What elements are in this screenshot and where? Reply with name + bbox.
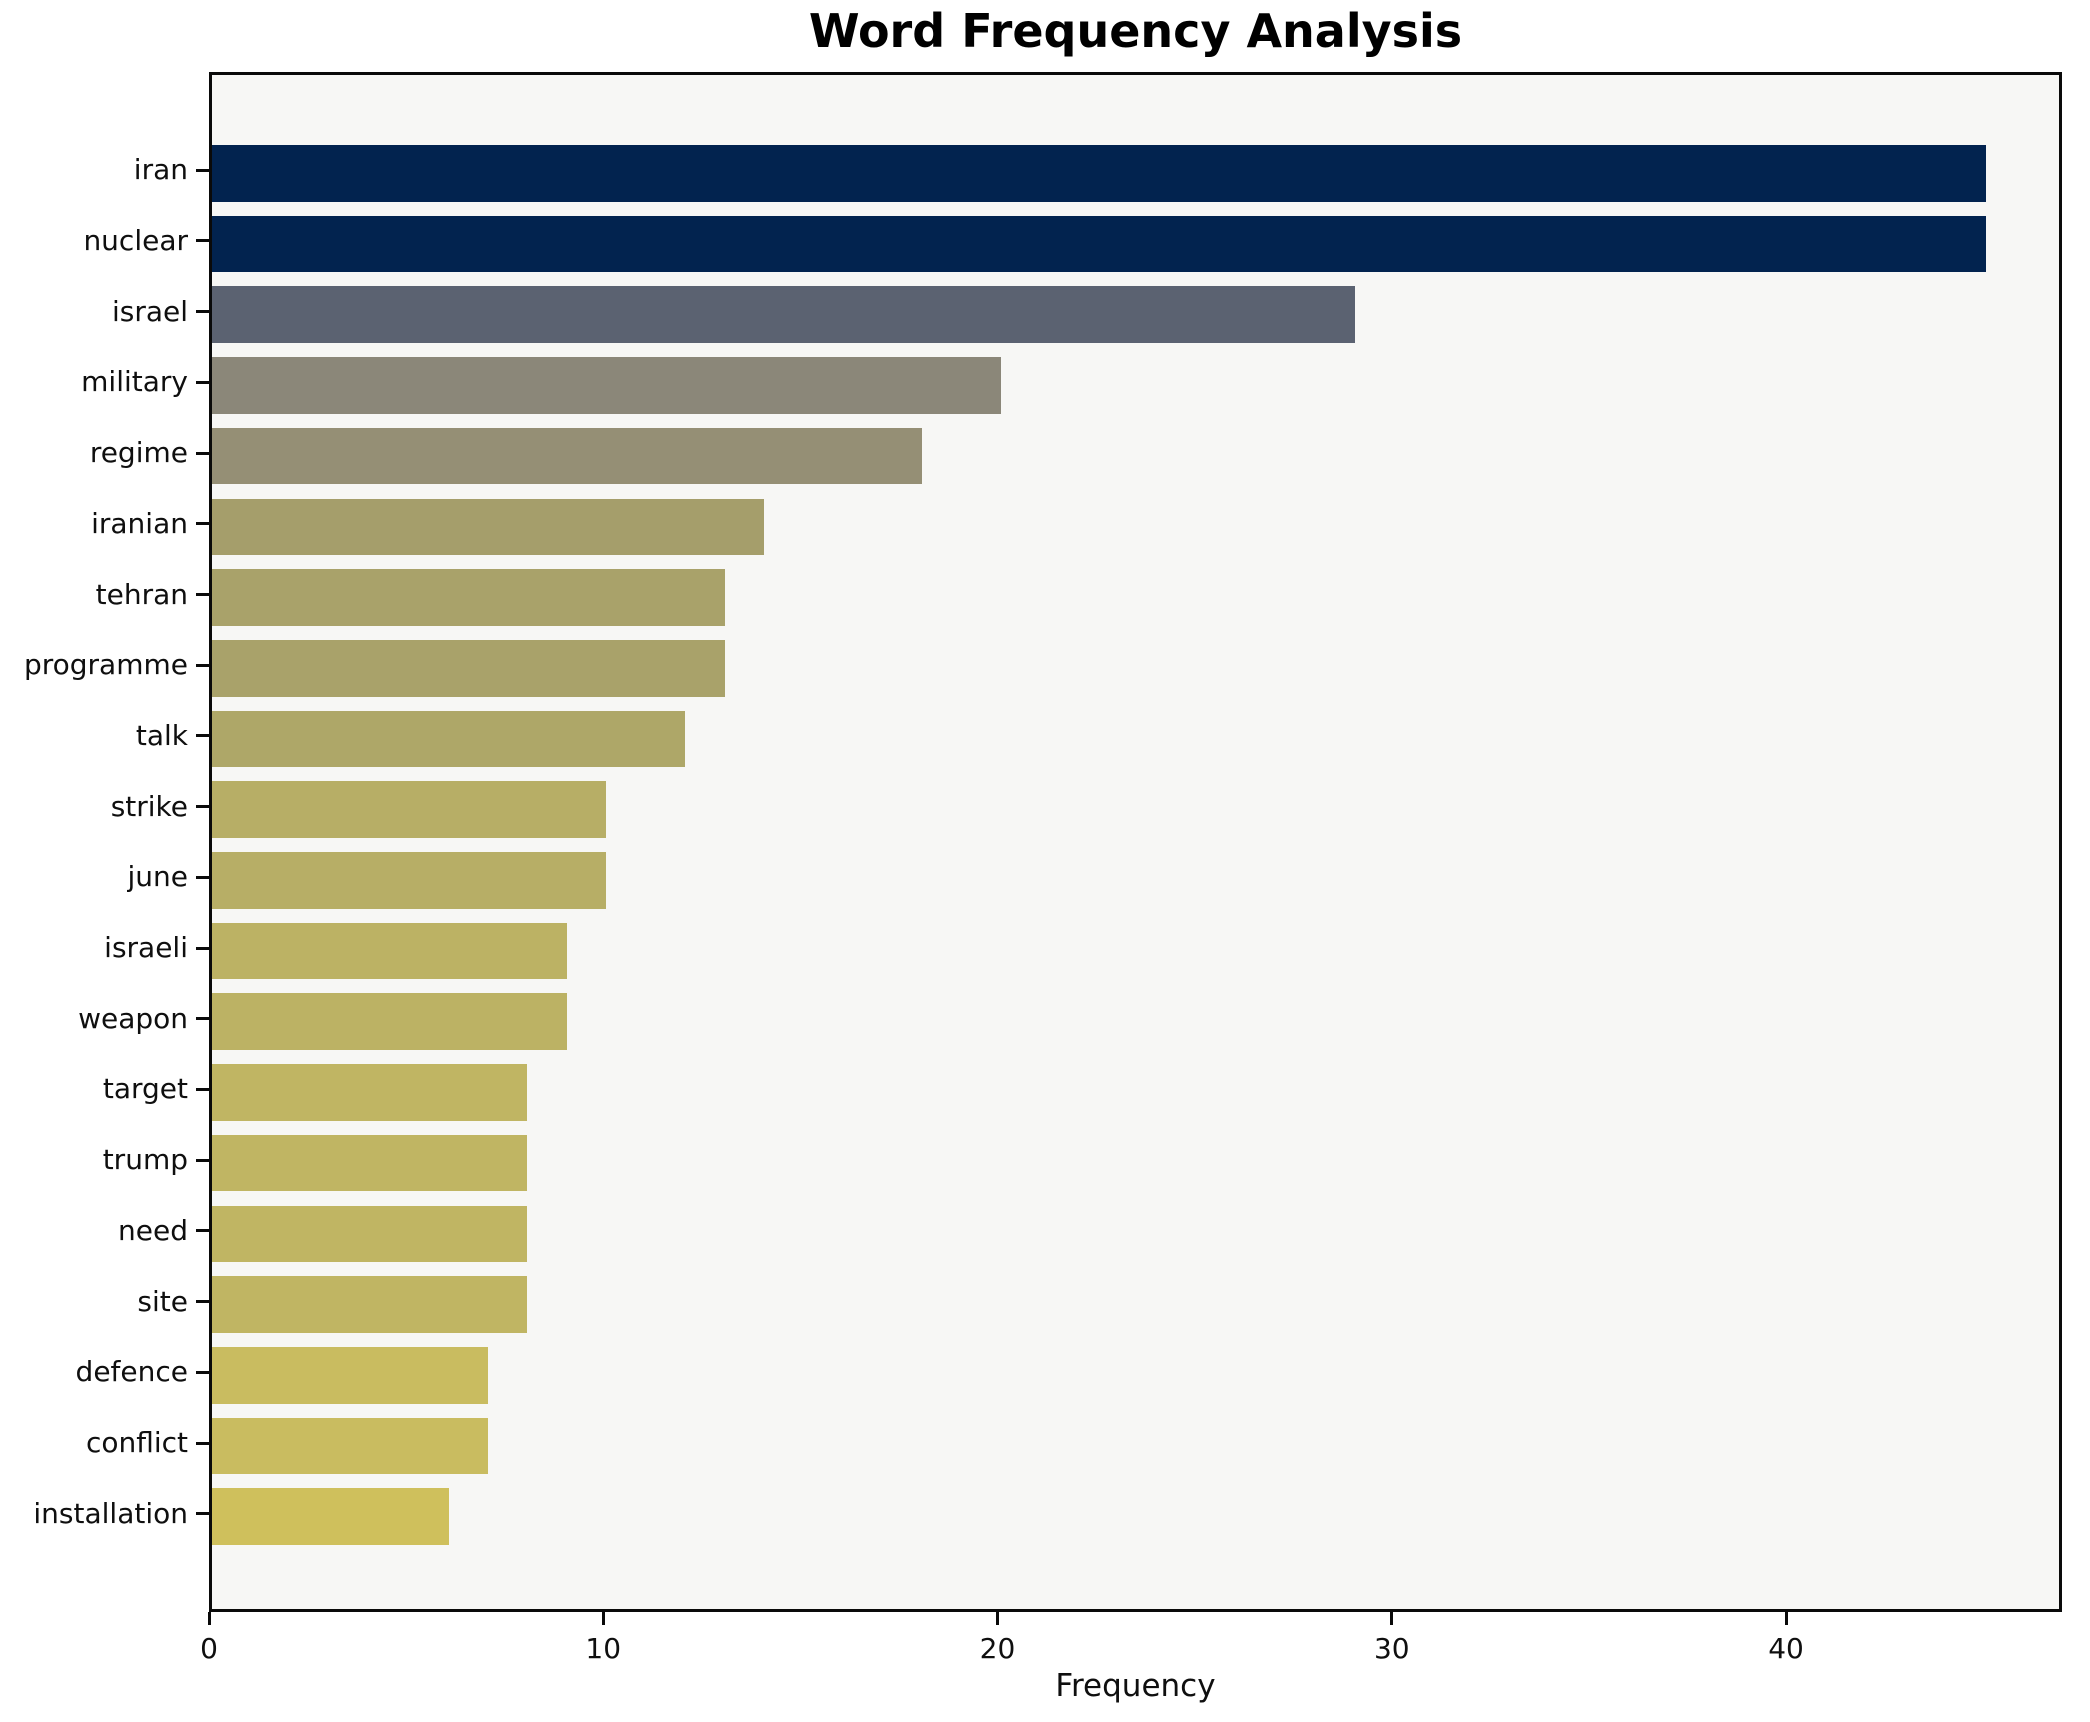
bar-israeli — [212, 922, 567, 980]
y-tick-label: programme — [23, 648, 188, 682]
y-tick-label: trump — [102, 1143, 188, 1177]
y-tick-mark — [196, 1370, 209, 1374]
bar-trump — [212, 1134, 528, 1192]
bar-weapon — [212, 993, 567, 1051]
x-tick-mark — [996, 1612, 999, 1625]
x-axis-label: Frequency — [1055, 1668, 1216, 1704]
bar-june — [212, 852, 607, 909]
y-tick-mark — [196, 805, 209, 809]
bar-iran — [212, 145, 1987, 202]
x-tick-label: 40 — [1768, 1632, 1804, 1665]
y-tick-mark — [196, 1441, 209, 1445]
y-tick-mark — [196, 1229, 209, 1233]
bar-talk — [212, 710, 686, 768]
y-tick-label: israel — [111, 294, 188, 328]
y-tick-mark — [196, 239, 209, 243]
bar-programme — [212, 639, 725, 697]
x-tick-mark — [1390, 1612, 1394, 1625]
bar-nuclear — [212, 215, 1987, 273]
bar-target — [212, 1064, 528, 1121]
y-tick-mark — [196, 593, 209, 597]
y-tick-label: military — [81, 365, 188, 399]
x-tick-label: 30 — [1373, 1632, 1410, 1665]
y-tick-label: israeli — [104, 931, 188, 965]
chart-title: Word Frequency Analysis — [808, 4, 1463, 58]
y-tick-label: iranian — [91, 506, 188, 540]
bar-defence — [212, 1347, 488, 1404]
y-tick-label: tehran — [95, 577, 188, 611]
bar-need — [212, 1205, 528, 1263]
bar-israel — [212, 286, 1356, 343]
y-tick-mark — [196, 946, 209, 950]
bar-iranian — [212, 498, 764, 556]
y-tick-label: talk — [135, 718, 188, 752]
y-tick-mark — [196, 663, 209, 667]
y-tick-label: nuclear — [83, 223, 188, 257]
y-tick-mark — [196, 875, 209, 879]
y-tick-label: installation — [33, 1496, 188, 1530]
y-tick-mark — [196, 1087, 209, 1091]
bar-site — [212, 1276, 528, 1333]
x-tick-mark — [207, 1612, 211, 1625]
bar-installation — [212, 1488, 449, 1545]
y-tick-label: site — [137, 1284, 188, 1318]
y-tick-label: conflict — [85, 1426, 188, 1459]
y-tick-mark — [196, 451, 209, 455]
y-tick-mark — [196, 1300, 209, 1304]
y-tick-mark — [196, 1017, 209, 1021]
x-tick-label: 0 — [200, 1632, 218, 1665]
y-tick-mark — [196, 1158, 209, 1162]
x-tick-mark — [1784, 1612, 1788, 1625]
x-tick-label: 10 — [585, 1632, 622, 1665]
x-tick-label: 20 — [979, 1632, 1016, 1665]
bar-regime — [212, 427, 922, 485]
plot-area — [209, 72, 2062, 1612]
y-tick-label: strike — [110, 789, 188, 823]
y-tick-label: june — [127, 860, 189, 894]
bar-tehran — [212, 569, 725, 626]
y-tick-mark — [196, 310, 209, 314]
bar-strike — [212, 781, 607, 838]
y-tick-mark — [196, 1512, 209, 1516]
y-tick-mark — [196, 168, 209, 172]
y-tick-label: iran — [133, 153, 188, 187]
y-tick-label: defence — [75, 1355, 188, 1389]
y-tick-label: need — [118, 1213, 188, 1247]
y-tick-label: target — [102, 1072, 188, 1106]
y-tick-mark — [196, 380, 209, 384]
bar-conflict — [212, 1417, 488, 1475]
x-tick-mark — [601, 1612, 605, 1625]
y-tick-label: weapon — [78, 1001, 188, 1035]
y-tick-mark — [196, 522, 209, 526]
y-tick-mark — [196, 734, 209, 738]
bar-military — [212, 357, 1001, 414]
y-tick-label: regime — [89, 436, 188, 470]
